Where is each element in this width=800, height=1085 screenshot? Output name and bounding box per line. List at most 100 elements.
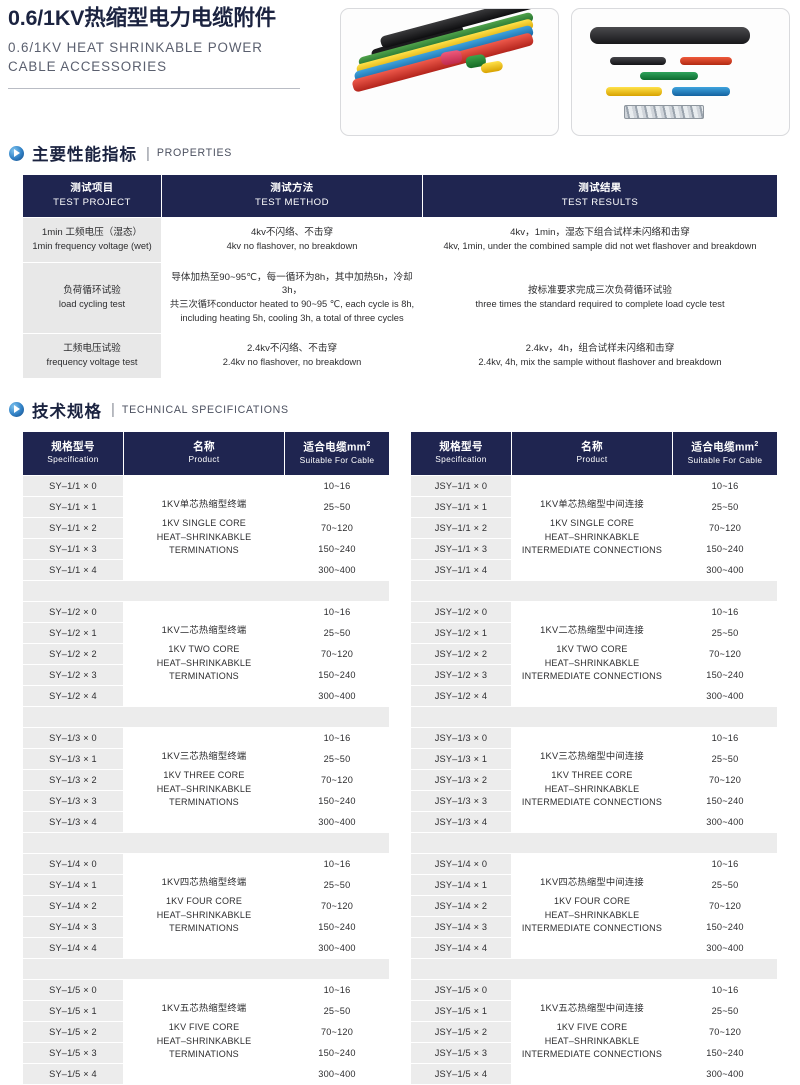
spec-code-cell: JSY–1/2 × 4 <box>411 685 511 706</box>
table-row: 负荷循环试验 load cycling test 导体加热至90~95℃，每一循… <box>23 262 777 334</box>
cable-size-cell: 10~16 <box>285 601 389 622</box>
play-arrow-bullet-icon <box>9 402 24 418</box>
product-name-en-line2: HEAT–SHRINKABKLE <box>156 531 252 542</box>
product-name-cell: 1KV四芯热缩型终端 1KV FOUR CORE HEAT–SHRINKABKLE T… <box>124 853 284 958</box>
cable-size-cell: 300~400 <box>285 811 389 832</box>
table-row: JSY–1/1 × 3 150~240 <box>411 538 777 559</box>
properties-section-heading: 主要性能指标 | PROPERTIES <box>0 140 800 166</box>
product-name-en-line2: HEAT–SHRINKABKLE <box>544 783 640 794</box>
test-method-cell: 2.4kv不闪络、不击穿 2.4kv no flashover, no brea… <box>162 334 422 378</box>
table-row: SY–1/2 × 0 1KV二芯热缩型终端 1KV TWO CORE HEAT–SHR… <box>23 601 389 706</box>
cell-en: load cycling test <box>58 299 126 310</box>
cable-size-cell: 70~120 <box>285 517 389 538</box>
col-head-en: Product <box>188 454 220 465</box>
spec-code-cell: JSY–1/1 × 1 <box>411 496 511 517</box>
product-name-en-line3: TERMINATIONS <box>169 923 239 934</box>
spec-code-cell: SY–1/4 × 3 <box>23 916 123 937</box>
spec-code-cell: JSY–1/3 × 2 <box>411 769 511 790</box>
test-project-cell: 工频电压试验 frequency voltage test <box>23 334 161 378</box>
col-head-en: TEST RESULTS <box>561 197 639 209</box>
page-title-english: 0.6/1KV HEAT SHRINKABLE POWER CABLE ACCE… <box>8 38 328 76</box>
spec-code-cell: JSY–1/1 × 0 <box>411 475 511 496</box>
cable-size-cell: 300~400 <box>285 559 389 580</box>
table-row: SY–1/4 × 1 25~50 <box>23 874 389 895</box>
product-name-en-line2: HEAT–SHRINKABKLE <box>156 1035 252 1046</box>
product-name-cn: 1KV五芯热缩型中间连接 <box>540 1003 644 1014</box>
spec-code-cell: SY–1/1 × 0 <box>23 475 123 496</box>
spec-header-row: 规格型号 Specification 名称 Product 适合电缆mm2 Suitabl… <box>23 431 389 475</box>
cable-size-cell: 150~240 <box>285 664 389 685</box>
product-name-cell: 1KV二芯热缩型中间连接 1KV TWO CORE HEAT–SHRINKABKLE… <box>512 601 672 706</box>
col-head-en: Product <box>576 454 608 465</box>
properties-heading-english: PROPERTIES <box>156 147 232 159</box>
table-row: JSY–1/3 × 2 70~120 <box>411 769 777 790</box>
page-title-chinese: 0.6/1KV热缩型电力电缆附件 <box>8 6 276 30</box>
table-row: JSY–1/2 × 2 70~120 <box>411 643 777 664</box>
product-name-cn: 1KV单芯热缩型终端 <box>161 499 247 510</box>
cell-en: 2.4kv, 4h, mix the sample without flasho… <box>478 357 722 368</box>
test-result-cell: 4kv，1min，湿态下组合试样未闪络和击穿 4kv, 1min, under … <box>423 218 777 262</box>
properties-col-test-results: 测试结果 TEST RESULTS <box>423 175 777 218</box>
col-head-en: Specification <box>47 454 99 465</box>
spec-code-cell: SY–1/1 × 1 <box>23 496 123 517</box>
spec-code-cell: JSY–1/5 × 0 <box>411 979 511 1000</box>
spec-code-cell: SY–1/5 × 4 <box>23 1063 123 1084</box>
cable-size-cell: 25~50 <box>285 748 389 769</box>
product-photo-2 <box>571 8 790 136</box>
product-name-en-line3: TERMINATIONS <box>169 797 239 808</box>
cable-size-cell: 10~16 <box>673 853 777 874</box>
product-name-en-line2: HEAT–SHRINKABKLE <box>544 909 640 920</box>
product-name-en-line2: HEAT–SHRINKABKLE <box>544 1035 640 1046</box>
spec-code-cell: JSY–1/5 × 2 <box>411 1021 511 1042</box>
product-name-cell: 1KV五芯热缩型中间连接 1KV FIVE CORE HEAT–SHRINKABKL… <box>512 979 672 1084</box>
spec-code-cell: SY–1/3 × 0 <box>23 727 123 748</box>
cable-size-cell: 150~240 <box>673 916 777 937</box>
test-result-cell: 2.4kv，4h，组合试样未闪络和击穿 2.4kv, 4h, mix the s… <box>423 334 777 378</box>
cell-en: 4kv no flashover, no breakdown <box>226 241 358 252</box>
cell-en: 1min frequency voltage (wet) <box>32 241 152 252</box>
cable-size-cell: 25~50 <box>673 622 777 643</box>
spec-col-suitable-cable: 适合电缆mm2 Suitable For Cable <box>673 431 777 475</box>
cell-cn: 1min 工频电压（湿态） <box>41 227 143 239</box>
table-row: JSY–1/2 × 1 25~50 <box>411 622 777 643</box>
table-row: JSY–1/3 × 1 25~50 <box>411 748 777 769</box>
product-name-cell: 1KV三芯热缩型中间连接 1KV THREE CORE HEAT–SHRINKABK… <box>512 727 672 832</box>
cable-size-cell: 25~50 <box>673 496 777 517</box>
product-name-en-line2: HEAT–SHRINKABKLE <box>544 531 640 542</box>
spec-code-cell: JSY–1/1 × 4 <box>411 559 511 580</box>
spec-code-cell: SY–1/1 × 2 <box>23 517 123 538</box>
table-row: SY–1/1 × 2 70~120 <box>23 517 389 538</box>
play-arrow-bullet-icon <box>9 145 24 161</box>
product-name-en-line2: HEAT–SHRINKABKLE <box>156 783 252 794</box>
spec-col-specification: 规格型号 Specification <box>411 431 511 475</box>
table-row: JSY–1/2 × 3 150~240 <box>411 664 777 685</box>
cell-cn: 按标准要求完成三次负荷循环试验 <box>528 285 672 297</box>
spec-col-product: 名称 Product <box>124 431 284 475</box>
spec-code-cell: SY–1/3 × 1 <box>23 748 123 769</box>
page-title-english-line2: CABLE ACCESSORIES <box>8 58 167 74</box>
cable-size-cell: 70~120 <box>673 1021 777 1042</box>
cable-size-cell: 300~400 <box>673 937 777 958</box>
spec-code-cell: SY–1/4 × 0 <box>23 853 123 874</box>
cable-size-cell: 25~50 <box>285 1000 389 1021</box>
product-name-cell: 1KV三芯热缩型终端 1KV THREE CORE HEAT–SHRINKABKLE… <box>124 727 284 832</box>
cable-size-cell: 150~240 <box>285 538 389 559</box>
product-name-en-line1: 1KV FIVE CORE <box>556 1022 628 1033</box>
specs-heading-divider: | <box>111 401 115 419</box>
cable-size-cell: 25~50 <box>673 748 777 769</box>
cable-size-cell: 25~50 <box>285 496 389 517</box>
spec-code-cell: SY–1/3 × 3 <box>23 790 123 811</box>
product-name-en-line3: TERMINATIONS <box>169 545 239 556</box>
table-row: JSY–1/1 × 1 25~50 <box>411 496 777 517</box>
spec-code-cell: JSY–1/2 × 0 <box>411 601 511 622</box>
spec-code-cell: JSY–1/3 × 4 <box>411 811 511 832</box>
cable-size-cell: 150~240 <box>673 790 777 811</box>
product-name-en-line1: 1KV TWO CORE <box>556 644 628 655</box>
product-name-en-line3: TERMINATIONS <box>169 671 239 682</box>
group-separator <box>411 832 777 853</box>
cable-size-cell: 300~400 <box>673 685 777 706</box>
cell-cn: 2.4kv，4h，组合试样未闪络和击穿 <box>525 343 675 355</box>
product-name-cell: 1KV单芯热缩型终端 1KV SINGLE CORE HEAT–SHRINKABKL… <box>124 475 284 580</box>
product-name-en-line2: HEAT–SHRINKABKLE <box>156 657 252 668</box>
intermediate-connections-spec-table: 规格型号 Specification 名称 Product 适合电缆mm2 Suitabl… <box>410 431 778 1085</box>
